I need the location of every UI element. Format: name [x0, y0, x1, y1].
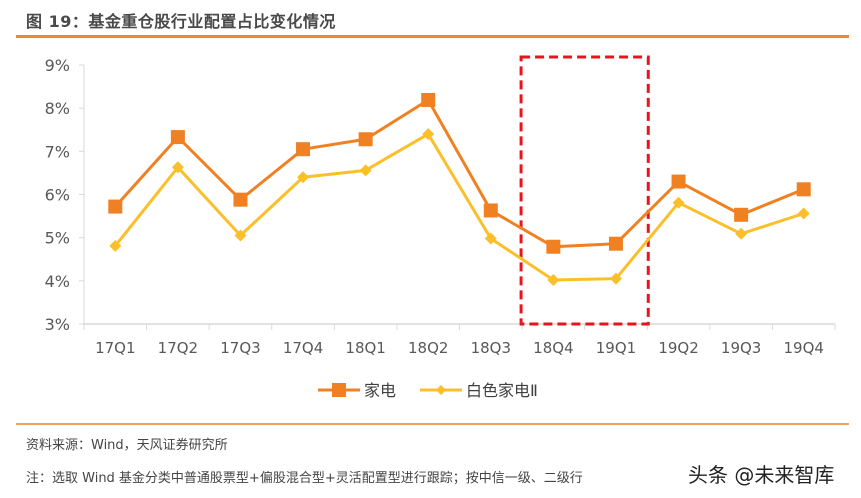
y-tick-label: 3% [45, 315, 70, 334]
y-axis: 3% 4% 5% 6% 7% 8% 9% [45, 56, 85, 334]
data-point [109, 239, 122, 252]
legend-label: 家电 [364, 381, 396, 400]
data-point [608, 236, 623, 251]
footer-divider [16, 423, 849, 425]
y-tick-label: 4% [45, 272, 70, 291]
data-point [234, 229, 247, 242]
data-point [796, 182, 811, 197]
data-point [422, 128, 435, 141]
legend-label: 白色家电Ⅱ [466, 381, 538, 400]
y-tick-label: 6% [45, 186, 70, 205]
x-tick-label: 18Q4 [533, 339, 573, 357]
data-point [484, 232, 497, 245]
data-point [483, 203, 498, 218]
source-text: 资料来源：Wind，天风证券研究所 [26, 438, 228, 453]
x-tick-label: 19Q1 [596, 339, 636, 357]
y-tick-label: 7% [45, 142, 70, 161]
y-tick-label: 5% [45, 229, 70, 248]
highlight-box [519, 55, 650, 326]
data-point [296, 142, 311, 157]
legend: 家电 白色家电Ⅱ [318, 381, 538, 400]
data-point [358, 132, 373, 147]
x-tick-label: 19Q2 [658, 339, 698, 357]
data-point [108, 199, 123, 214]
x-tick-label: 18Q3 [471, 339, 511, 357]
x-tick-label: 18Q2 [408, 339, 448, 357]
y-tick-label: 9% [45, 56, 70, 75]
x-tick-label: 19Q4 [783, 339, 823, 357]
data-point [170, 130, 185, 145]
x-axis: 17Q1 17Q2 17Q3 17Q4 18Q1 18Q2 18Q3 18Q4 19Q1 19Q2… [83, 323, 836, 357]
x-tick-label: 17Q4 [283, 339, 323, 357]
data-point [421, 92, 436, 107]
data-point [359, 164, 372, 177]
x-tick-label: 17Q3 [220, 339, 260, 357]
y-tick-label: 8% [45, 99, 70, 118]
data-point [297, 171, 310, 184]
x-tick-label: 17Q1 [95, 339, 135, 357]
data-point [734, 207, 749, 222]
title-divider [16, 35, 849, 38]
data-point [735, 227, 748, 240]
data-point [671, 174, 686, 189]
data-point [609, 272, 622, 285]
data-point [672, 196, 685, 209]
line-chart: 3%4%5%6%7%8%9% 17Q1 17Q2 17Q3 17Q4 18Q1 18Q2 1… [45, 55, 836, 400]
data-point [547, 273, 560, 286]
data-point [171, 161, 184, 174]
x-tick-label: 18Q1 [345, 339, 385, 357]
x-tick-label: 17Q2 [158, 339, 198, 357]
watermark: 头条 @未来智库 [688, 463, 835, 487]
x-tick-label: 19Q3 [721, 339, 761, 357]
data-point [233, 192, 248, 207]
note-text: 注：选取 Wind 基金分类中普通股票型+偏股混合型+灵活配置型进行跟踪；按中信… [26, 471, 583, 486]
data-point [546, 239, 561, 254]
figure-title: 图 19：基金重仓股行业配置占比变化情况 [26, 12, 336, 31]
data-point [797, 207, 810, 220]
series-lines [108, 92, 811, 286]
